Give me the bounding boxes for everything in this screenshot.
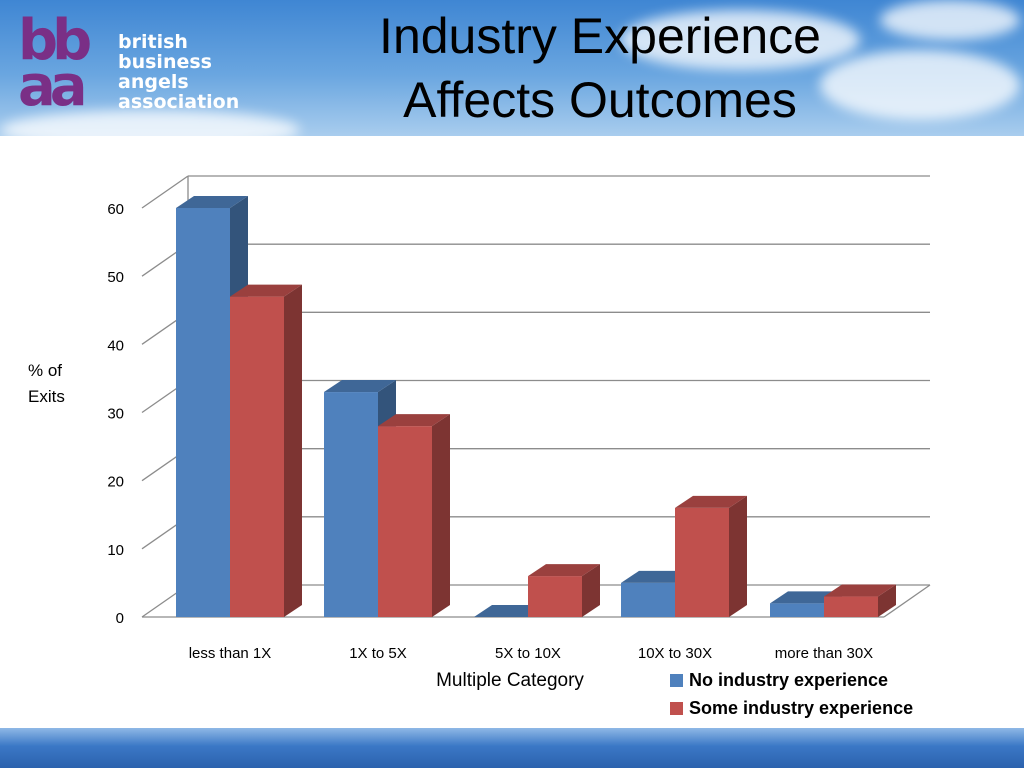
y-tick-label: 30 (107, 406, 124, 423)
bar (675, 507, 729, 617)
y-tick-label: 60 (107, 201, 124, 218)
logo-mark: bb aa (18, 8, 110, 119)
x-axis-title: Multiple Category (436, 670, 584, 691)
bar (230, 296, 284, 617)
gridline-depth (141, 175, 189, 209)
bar (770, 603, 824, 617)
bar-side (432, 414, 450, 617)
logo-word: association (118, 91, 240, 113)
bar-top (324, 380, 396, 393)
bar-side (582, 564, 600, 617)
cloud-decoration (880, 0, 1020, 40)
legend-swatch (670, 701, 683, 715)
legend-item: Some industry experience (670, 694, 913, 722)
x-tick-label: 5X to 10X (495, 645, 561, 662)
x-tick-label: less than 1X (189, 645, 272, 662)
bar-chart: 0 10 20 30 40 50 60 less than 1X 1X to 5X 5X to 1… (107, 175, 931, 662)
bar-top (675, 495, 747, 508)
bar-top (230, 284, 302, 297)
bar-top (824, 584, 896, 597)
cloud-decoration (620, 10, 860, 70)
bar (324, 392, 378, 617)
y-axis-title: % of Exits (28, 361, 65, 406)
bar-top (176, 196, 248, 208)
bar (176, 208, 230, 617)
bar-side (729, 495, 747, 617)
legend-label: Some industry experience (689, 697, 914, 718)
logo-mark-line: bb (18, 8, 92, 73)
y-tick-label: 10 (107, 542, 124, 559)
bar-top (528, 564, 600, 577)
bar-side (878, 584, 896, 617)
logo-word: angels (118, 71, 189, 93)
bar (528, 576, 582, 617)
slide-title-line: Affects Outcomes (403, 72, 797, 128)
x-tick-label: more than 30X (775, 645, 873, 662)
logo-words: british business angels association (118, 32, 268, 112)
bar (378, 426, 432, 617)
legend-item: No industry experience (670, 666, 913, 694)
slide-title: Industry Experience Affects Outcomes (300, 4, 900, 132)
chart-area: 0 10 20 30 40 50 60 less than 1X 1X to 5X 5X to 1… (0, 136, 1024, 728)
bar (824, 596, 878, 617)
cloud-decoration (0, 110, 300, 136)
chart-legend: No industry experience Some industry exp… (670, 666, 913, 722)
y-tick-label: 40 (107, 337, 124, 354)
legend-label: No industry experience (689, 669, 889, 690)
bar-top (378, 414, 450, 427)
bbaa-logo: bb aa british business angels associatio… (18, 8, 258, 119)
logo-word: british (118, 31, 188, 53)
slide-header: bb aa british business angels associatio… (0, 0, 1024, 136)
cloud-decoration (820, 50, 1020, 120)
x-tick-label: 1X to 5X (349, 645, 407, 662)
y-tick-label: 20 (107, 474, 124, 491)
y-tick-label: 0 (116, 610, 124, 627)
slide-title-line: Industry Experience (379, 8, 821, 64)
slide-footer (0, 728, 1024, 768)
bar (621, 582, 675, 617)
y-tick-label: 50 (107, 269, 124, 286)
bar-side (284, 284, 302, 617)
legend-swatch (670, 673, 683, 687)
floor-side-edge (883, 584, 931, 618)
logo-mark-line: aa (18, 54, 88, 119)
x-tick-label: 10X to 30X (638, 645, 712, 662)
logo-word: business (118, 51, 212, 73)
